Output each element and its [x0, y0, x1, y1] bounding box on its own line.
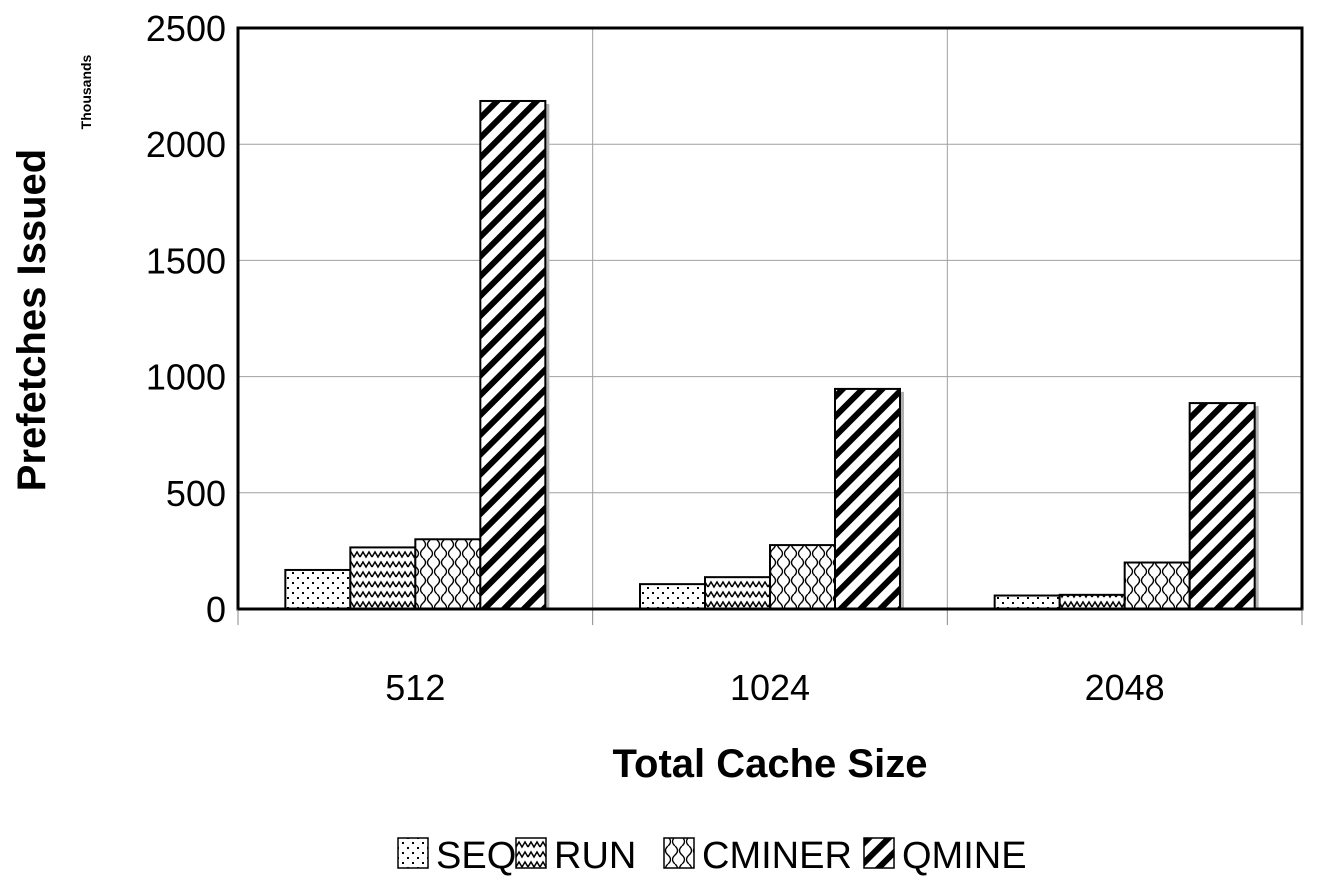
- legend-item-run: RUN: [515, 835, 636, 877]
- y-tick-label: 500: [166, 473, 226, 514]
- legend-label: SEQ: [436, 835, 516, 877]
- y-axis: 0 500 1000 1500 2000 2500: [146, 8, 226, 630]
- legend-item-qmine: QMINE: [863, 835, 1027, 877]
- bar-qmine-2048: [1188, 402, 1256, 610]
- bar-cminer-2048: [1123, 561, 1191, 611]
- bars: [284, 99, 1259, 611]
- legend-swatch: [663, 837, 695, 869]
- x-tick-label: 2048: [1085, 667, 1165, 708]
- x-tick-label: 1024: [730, 667, 810, 708]
- legend-label: QMINE: [902, 835, 1027, 877]
- y-axis-label: Prefetches Issued: [10, 149, 54, 491]
- legend-item-seq: SEQ: [397, 835, 516, 877]
- y-tick-label: 2000: [146, 124, 226, 165]
- bar-cminer-512: [414, 538, 482, 611]
- bar-run-512: [349, 546, 417, 610]
- y-unit-label: Thousands: [78, 54, 94, 129]
- x-axis-label: Total Cache Size: [613, 742, 928, 786]
- x-tick-label: 512: [385, 667, 445, 708]
- y-tick-label: 1000: [146, 357, 226, 398]
- legend-item-cminer: CMINER: [663, 835, 852, 877]
- y-tick-label: 0: [206, 589, 226, 630]
- bar-seq-1024: [639, 583, 706, 610]
- bar-seq-2048: [993, 594, 1061, 611]
- legend-label: CMINER: [702, 835, 852, 877]
- bar-run-1024: [704, 576, 771, 610]
- legend-swatch: [863, 837, 895, 869]
- bar-qmine-512: [479, 99, 547, 610]
- plot-frame: [236, 26, 1304, 611]
- bar-run-2048: [1058, 593, 1126, 611]
- y-tick-label: 2500: [146, 8, 226, 49]
- legend-swatch: [397, 837, 429, 869]
- bar-qmine-1024: [834, 387, 901, 610]
- legend: SEQ RUN CMINER QMINE: [397, 835, 1027, 877]
- gridlines: [238, 28, 1302, 609]
- bar-seq-512: [284, 568, 352, 610]
- x-axis: 512 1024 2048: [237, 607, 1303, 708]
- bar-cminer-1024: [769, 544, 836, 611]
- y-tick-label: 1500: [146, 240, 226, 281]
- legend-swatch: [515, 837, 547, 869]
- legend-label: RUN: [554, 835, 636, 877]
